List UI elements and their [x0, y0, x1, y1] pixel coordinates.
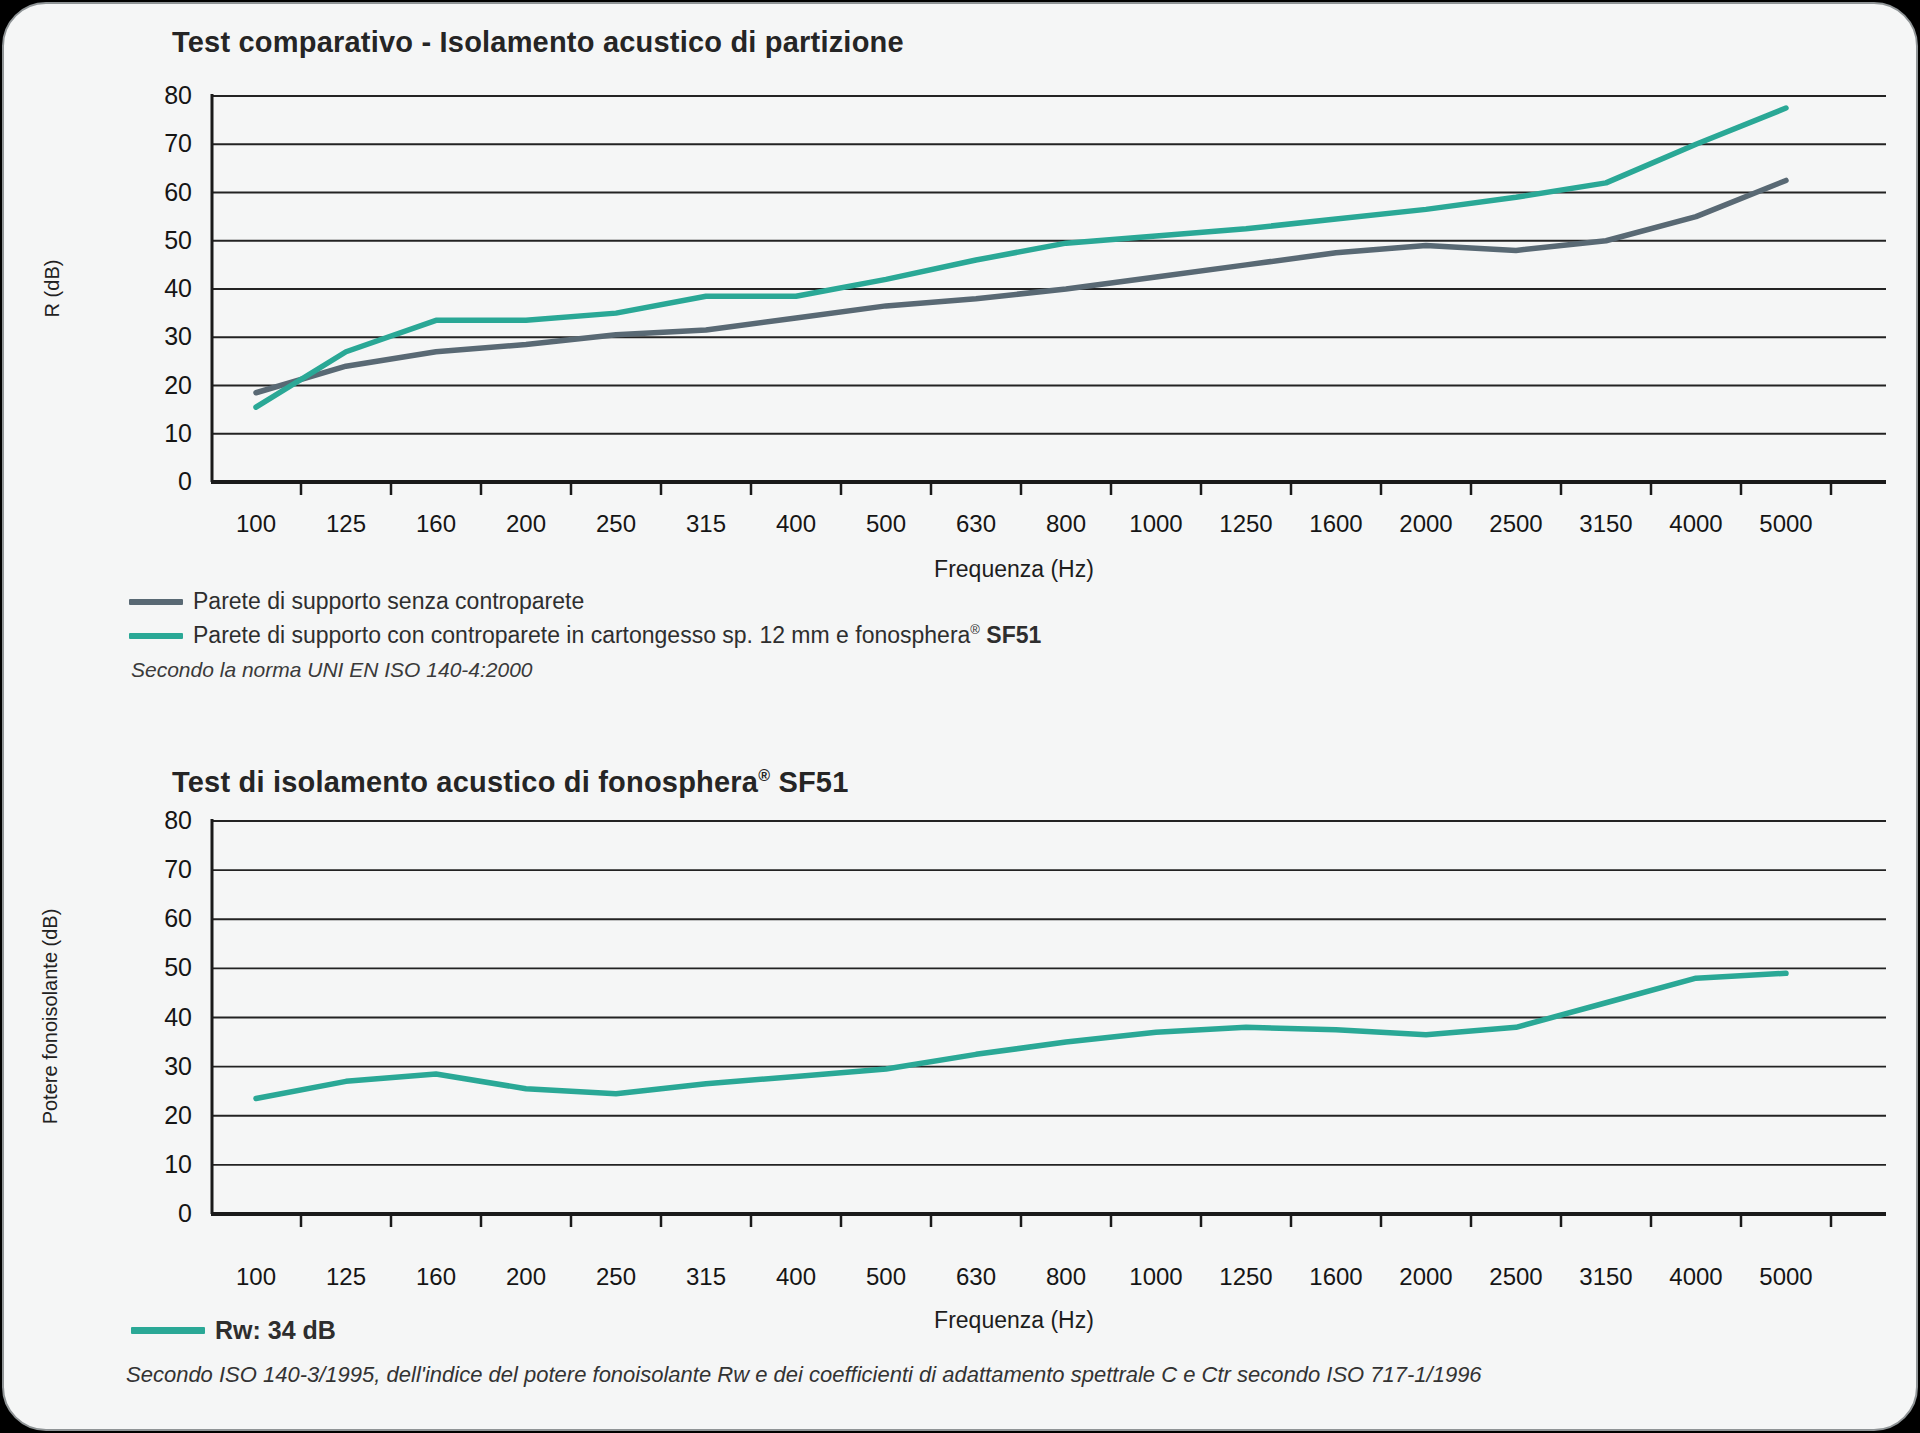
- chart2-legend: Rw: 34 dB: [131, 1316, 336, 1345]
- legend-item-con: Parete di supporto con controparete in c…: [129, 622, 1041, 649]
- series-line-0-1: [256, 108, 1786, 407]
- x-tick-label: 315: [686, 510, 726, 537]
- report-card: Test comparativo - Isolamento acustico d…: [2, 2, 1918, 1431]
- y-tick-label: 20: [164, 1101, 192, 1129]
- y-tick-label: 40: [164, 1003, 192, 1031]
- legend-label-con: Parete di supporto con controparete in c…: [193, 622, 1041, 649]
- y-tick-label: 60: [164, 904, 192, 932]
- registered-mark: ®: [970, 622, 980, 637]
- y-tick-label: 20: [164, 371, 192, 399]
- y-tick-label: 0: [178, 467, 192, 495]
- legend-label-rw: Rw: 34 dB: [215, 1316, 336, 1345]
- y-tick-label: 10: [164, 1150, 192, 1178]
- x-tick-label: 160: [416, 1263, 456, 1290]
- page: Test comparativo - Isolamento acustico d…: [0, 0, 1920, 1433]
- x-tick-label: 125: [326, 1263, 366, 1290]
- series-line-0-0: [256, 180, 1786, 392]
- x-tick-label: 1000: [1129, 1263, 1182, 1290]
- x-tick-label: 100: [236, 510, 276, 537]
- x-tick-label: 1000: [1129, 510, 1182, 537]
- charts-canvas: 8070605040302010010012516020025031540050…: [4, 4, 1920, 1433]
- y-tick-label: 0: [178, 1199, 192, 1227]
- x-axis-title: Frequenza (Hz): [934, 1307, 1094, 1333]
- x-tick-label: 630: [956, 1263, 996, 1290]
- y-tick-label: 60: [164, 178, 192, 206]
- x-tick-label: 800: [1046, 1263, 1086, 1290]
- x-tick-label: 250: [596, 1263, 636, 1290]
- series-line-1-0: [256, 973, 1786, 1098]
- x-tick-label: 100: [236, 1263, 276, 1290]
- legend-item-senza: Parete di supporto senza controparete: [129, 588, 1041, 615]
- y-tick-label: 10: [164, 419, 192, 447]
- x-tick-label: 2000: [1399, 510, 1452, 537]
- y-tick-label: 30: [164, 322, 192, 350]
- y-tick-label: 30: [164, 1052, 192, 1080]
- x-tick-label: 1600: [1309, 510, 1362, 537]
- x-tick-label: 3150: [1579, 510, 1632, 537]
- x-tick-label: 200: [506, 1263, 546, 1290]
- x-tick-label: 1600: [1309, 1263, 1362, 1290]
- legend-swatch-rw: [131, 1327, 205, 1334]
- y-tick-label: 50: [164, 953, 192, 981]
- x-tick-label: 2000: [1399, 1263, 1452, 1290]
- y-tick-label: 50: [164, 226, 192, 254]
- x-tick-label: 250: [596, 510, 636, 537]
- x-axis-title: Frequenza (Hz): [934, 556, 1094, 582]
- x-tick-label: 5000: [1759, 1263, 1812, 1290]
- x-tick-label: 800: [1046, 510, 1086, 537]
- legend-swatch-teal: [129, 633, 183, 639]
- x-tick-label: 400: [776, 1263, 816, 1290]
- legend-swatch-slate: [129, 599, 183, 605]
- x-tick-label: 1250: [1219, 510, 1272, 537]
- y-tick-label: 80: [164, 806, 192, 834]
- x-tick-label: 200: [506, 510, 546, 537]
- y-tick-label: 70: [164, 855, 192, 883]
- x-tick-label: 400: [776, 510, 816, 537]
- x-tick-label: 315: [686, 1263, 726, 1290]
- x-tick-label: 125: [326, 510, 366, 537]
- chart2-standard-note: Secondo ISO 140-3/1995, dell'indice del …: [126, 1362, 1482, 1388]
- x-tick-label: 3150: [1579, 1263, 1632, 1290]
- x-tick-label: 2500: [1489, 510, 1542, 537]
- x-tick-label: 630: [956, 510, 996, 537]
- legend-label-senza: Parete di supporto senza controparete: [193, 588, 584, 615]
- x-tick-label: 500: [866, 1263, 906, 1290]
- chart1-legend: Parete di supporto senza controparete Pa…: [129, 588, 1041, 656]
- x-tick-label: 5000: [1759, 510, 1812, 537]
- x-tick-label: 4000: [1669, 1263, 1722, 1290]
- x-tick-label: 500: [866, 510, 906, 537]
- x-tick-label: 160: [416, 510, 456, 537]
- x-tick-label: 1250: [1219, 1263, 1272, 1290]
- y-tick-label: 80: [164, 81, 192, 109]
- x-tick-label: 4000: [1669, 510, 1722, 537]
- y-tick-label: 70: [164, 129, 192, 157]
- y-tick-label: 40: [164, 274, 192, 302]
- x-tick-label: 2500: [1489, 1263, 1542, 1290]
- chart1-standard-note: Secondo la norma UNI EN ISO 140-4:2000: [131, 658, 533, 682]
